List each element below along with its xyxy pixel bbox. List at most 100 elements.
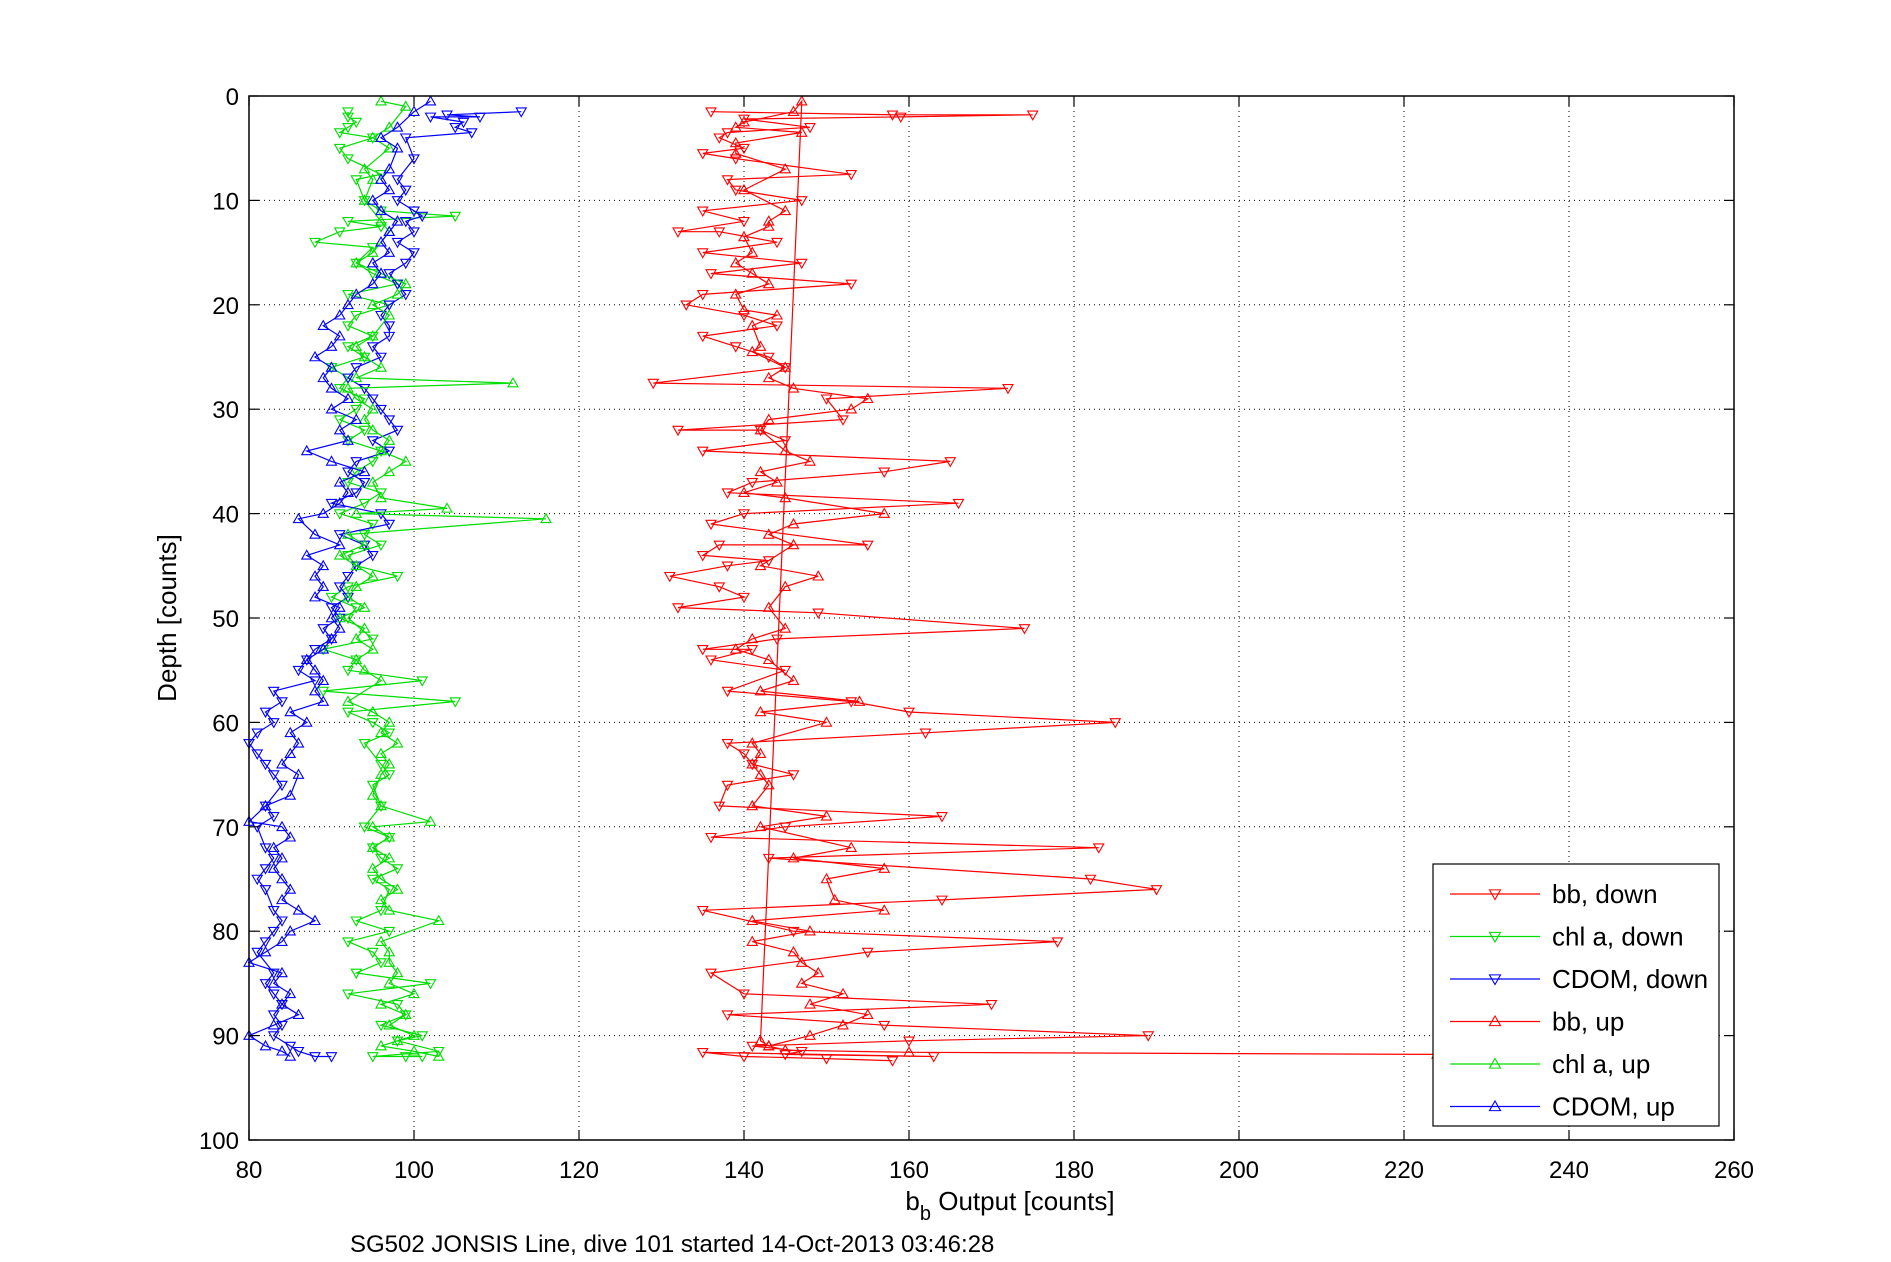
x-tick-label: 220 xyxy=(1384,1157,1424,1184)
data-point xyxy=(375,768,387,779)
data-point xyxy=(416,211,429,223)
data-point xyxy=(696,149,709,160)
data-point xyxy=(342,665,354,677)
data-point xyxy=(325,632,338,644)
x-tick-label: 100 xyxy=(394,1157,434,1184)
data-point xyxy=(787,926,800,938)
y-tick-label: 0 xyxy=(226,84,239,111)
data-point xyxy=(861,540,874,552)
data-point xyxy=(729,154,742,165)
data-point xyxy=(375,726,387,738)
data-point xyxy=(342,571,354,583)
data-point xyxy=(267,1019,280,1030)
data-point xyxy=(342,382,354,393)
data-point xyxy=(441,502,453,513)
data-point xyxy=(762,371,775,383)
data-point xyxy=(251,728,264,739)
data-point xyxy=(878,862,891,873)
data-point xyxy=(276,872,288,884)
x-tick-label: 160 xyxy=(889,1157,929,1184)
data-point xyxy=(705,968,717,980)
data-point xyxy=(358,162,371,174)
data-point xyxy=(449,123,462,134)
data-point xyxy=(424,815,437,826)
data-point xyxy=(267,1010,280,1021)
data-point xyxy=(424,112,437,123)
data-point xyxy=(366,256,379,268)
data-point xyxy=(309,664,321,675)
data-point xyxy=(300,716,313,727)
data-point xyxy=(325,592,338,604)
data-point xyxy=(812,966,825,978)
data-point xyxy=(762,1039,775,1051)
legend-label: bb, up xyxy=(1552,1007,1624,1037)
data-point xyxy=(721,561,734,572)
data-point xyxy=(325,361,338,372)
data-point xyxy=(738,183,750,195)
data-point xyxy=(383,1019,396,1030)
data-point xyxy=(754,747,767,759)
data-point xyxy=(738,143,750,155)
data-point xyxy=(861,947,874,959)
data-point xyxy=(251,749,264,760)
data-point xyxy=(738,115,750,127)
data-point xyxy=(342,290,354,301)
data-point xyxy=(383,945,396,957)
data-point xyxy=(746,477,759,489)
data-point xyxy=(804,455,816,466)
data-point xyxy=(333,509,346,520)
data-point xyxy=(672,603,684,614)
data-point xyxy=(705,655,717,666)
data-point xyxy=(787,945,800,957)
data-point xyxy=(375,444,387,456)
data-point xyxy=(366,476,379,487)
data-point xyxy=(366,277,379,289)
data-point xyxy=(779,363,792,374)
data-point xyxy=(383,162,396,174)
data-point xyxy=(754,705,767,717)
data-point xyxy=(325,498,338,510)
data-point xyxy=(292,904,305,915)
data-point xyxy=(820,394,833,405)
data-point xyxy=(754,425,767,437)
data-point xyxy=(350,507,363,518)
data-point xyxy=(366,194,379,205)
data-point xyxy=(350,559,363,571)
data-point xyxy=(366,820,379,832)
data-point xyxy=(342,467,354,478)
x-tick-label: 200 xyxy=(1219,1157,1259,1184)
data-point xyxy=(259,937,272,948)
data-point xyxy=(383,885,396,896)
x-tick-label: 120 xyxy=(559,1157,599,1184)
data-point xyxy=(276,999,288,1011)
data-point xyxy=(696,206,709,217)
data-point xyxy=(375,236,387,247)
series-bb-up xyxy=(729,95,1443,1059)
data-point xyxy=(375,95,387,106)
data-point xyxy=(540,512,552,524)
data-point xyxy=(944,457,957,468)
data-point xyxy=(276,1045,288,1056)
data-point xyxy=(787,852,800,863)
data-point xyxy=(366,570,379,581)
y-tick-label: 90 xyxy=(212,1024,239,1051)
data-point xyxy=(754,340,767,351)
data-point xyxy=(795,1046,808,1058)
data-point xyxy=(432,914,445,926)
data-point xyxy=(399,1008,412,1020)
data-point xyxy=(358,664,371,675)
data-point xyxy=(787,517,800,529)
data-point xyxy=(1142,1031,1155,1042)
data-point xyxy=(333,497,346,508)
data-point xyxy=(366,789,379,800)
data-point xyxy=(366,436,379,447)
data-point xyxy=(903,1046,915,1057)
series-line xyxy=(733,99,1438,1056)
y-tick-label: 100 xyxy=(199,1128,239,1155)
data-point xyxy=(317,645,330,656)
series-cdom-up xyxy=(243,95,437,1061)
data-point xyxy=(738,310,750,322)
axis-ticks: 80 100 120 140 160 180 200 220 240 26001020304050… xyxy=(199,84,1754,1184)
data-point xyxy=(408,105,420,116)
series-layer xyxy=(243,95,1443,1067)
